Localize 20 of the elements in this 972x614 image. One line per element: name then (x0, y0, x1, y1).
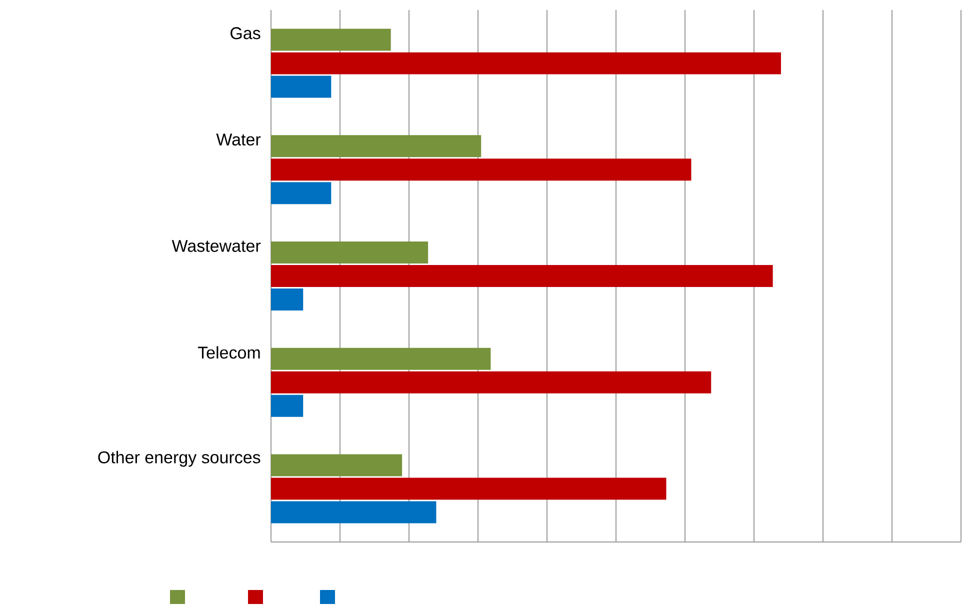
bar (271, 394, 304, 417)
bar (271, 135, 482, 158)
bar (271, 371, 712, 394)
bar (271, 288, 304, 311)
bar (271, 242, 428, 264)
bar (271, 28, 391, 51)
y-tick-label: Gas (230, 27, 260, 40)
bar (271, 478, 666, 500)
bar (271, 348, 491, 370)
bar (271, 454, 402, 476)
bar (271, 52, 781, 74)
y-tick-label: Other energy sources (98, 450, 260, 467)
bar (271, 76, 332, 98)
bar (271, 501, 436, 524)
y-tick-label: Telecom (198, 346, 260, 359)
bar (271, 265, 773, 288)
y-tick-label: Wastewater (172, 240, 261, 252)
bar (271, 158, 692, 181)
bar (271, 182, 332, 204)
y-tick-label: Water (216, 134, 261, 146)
